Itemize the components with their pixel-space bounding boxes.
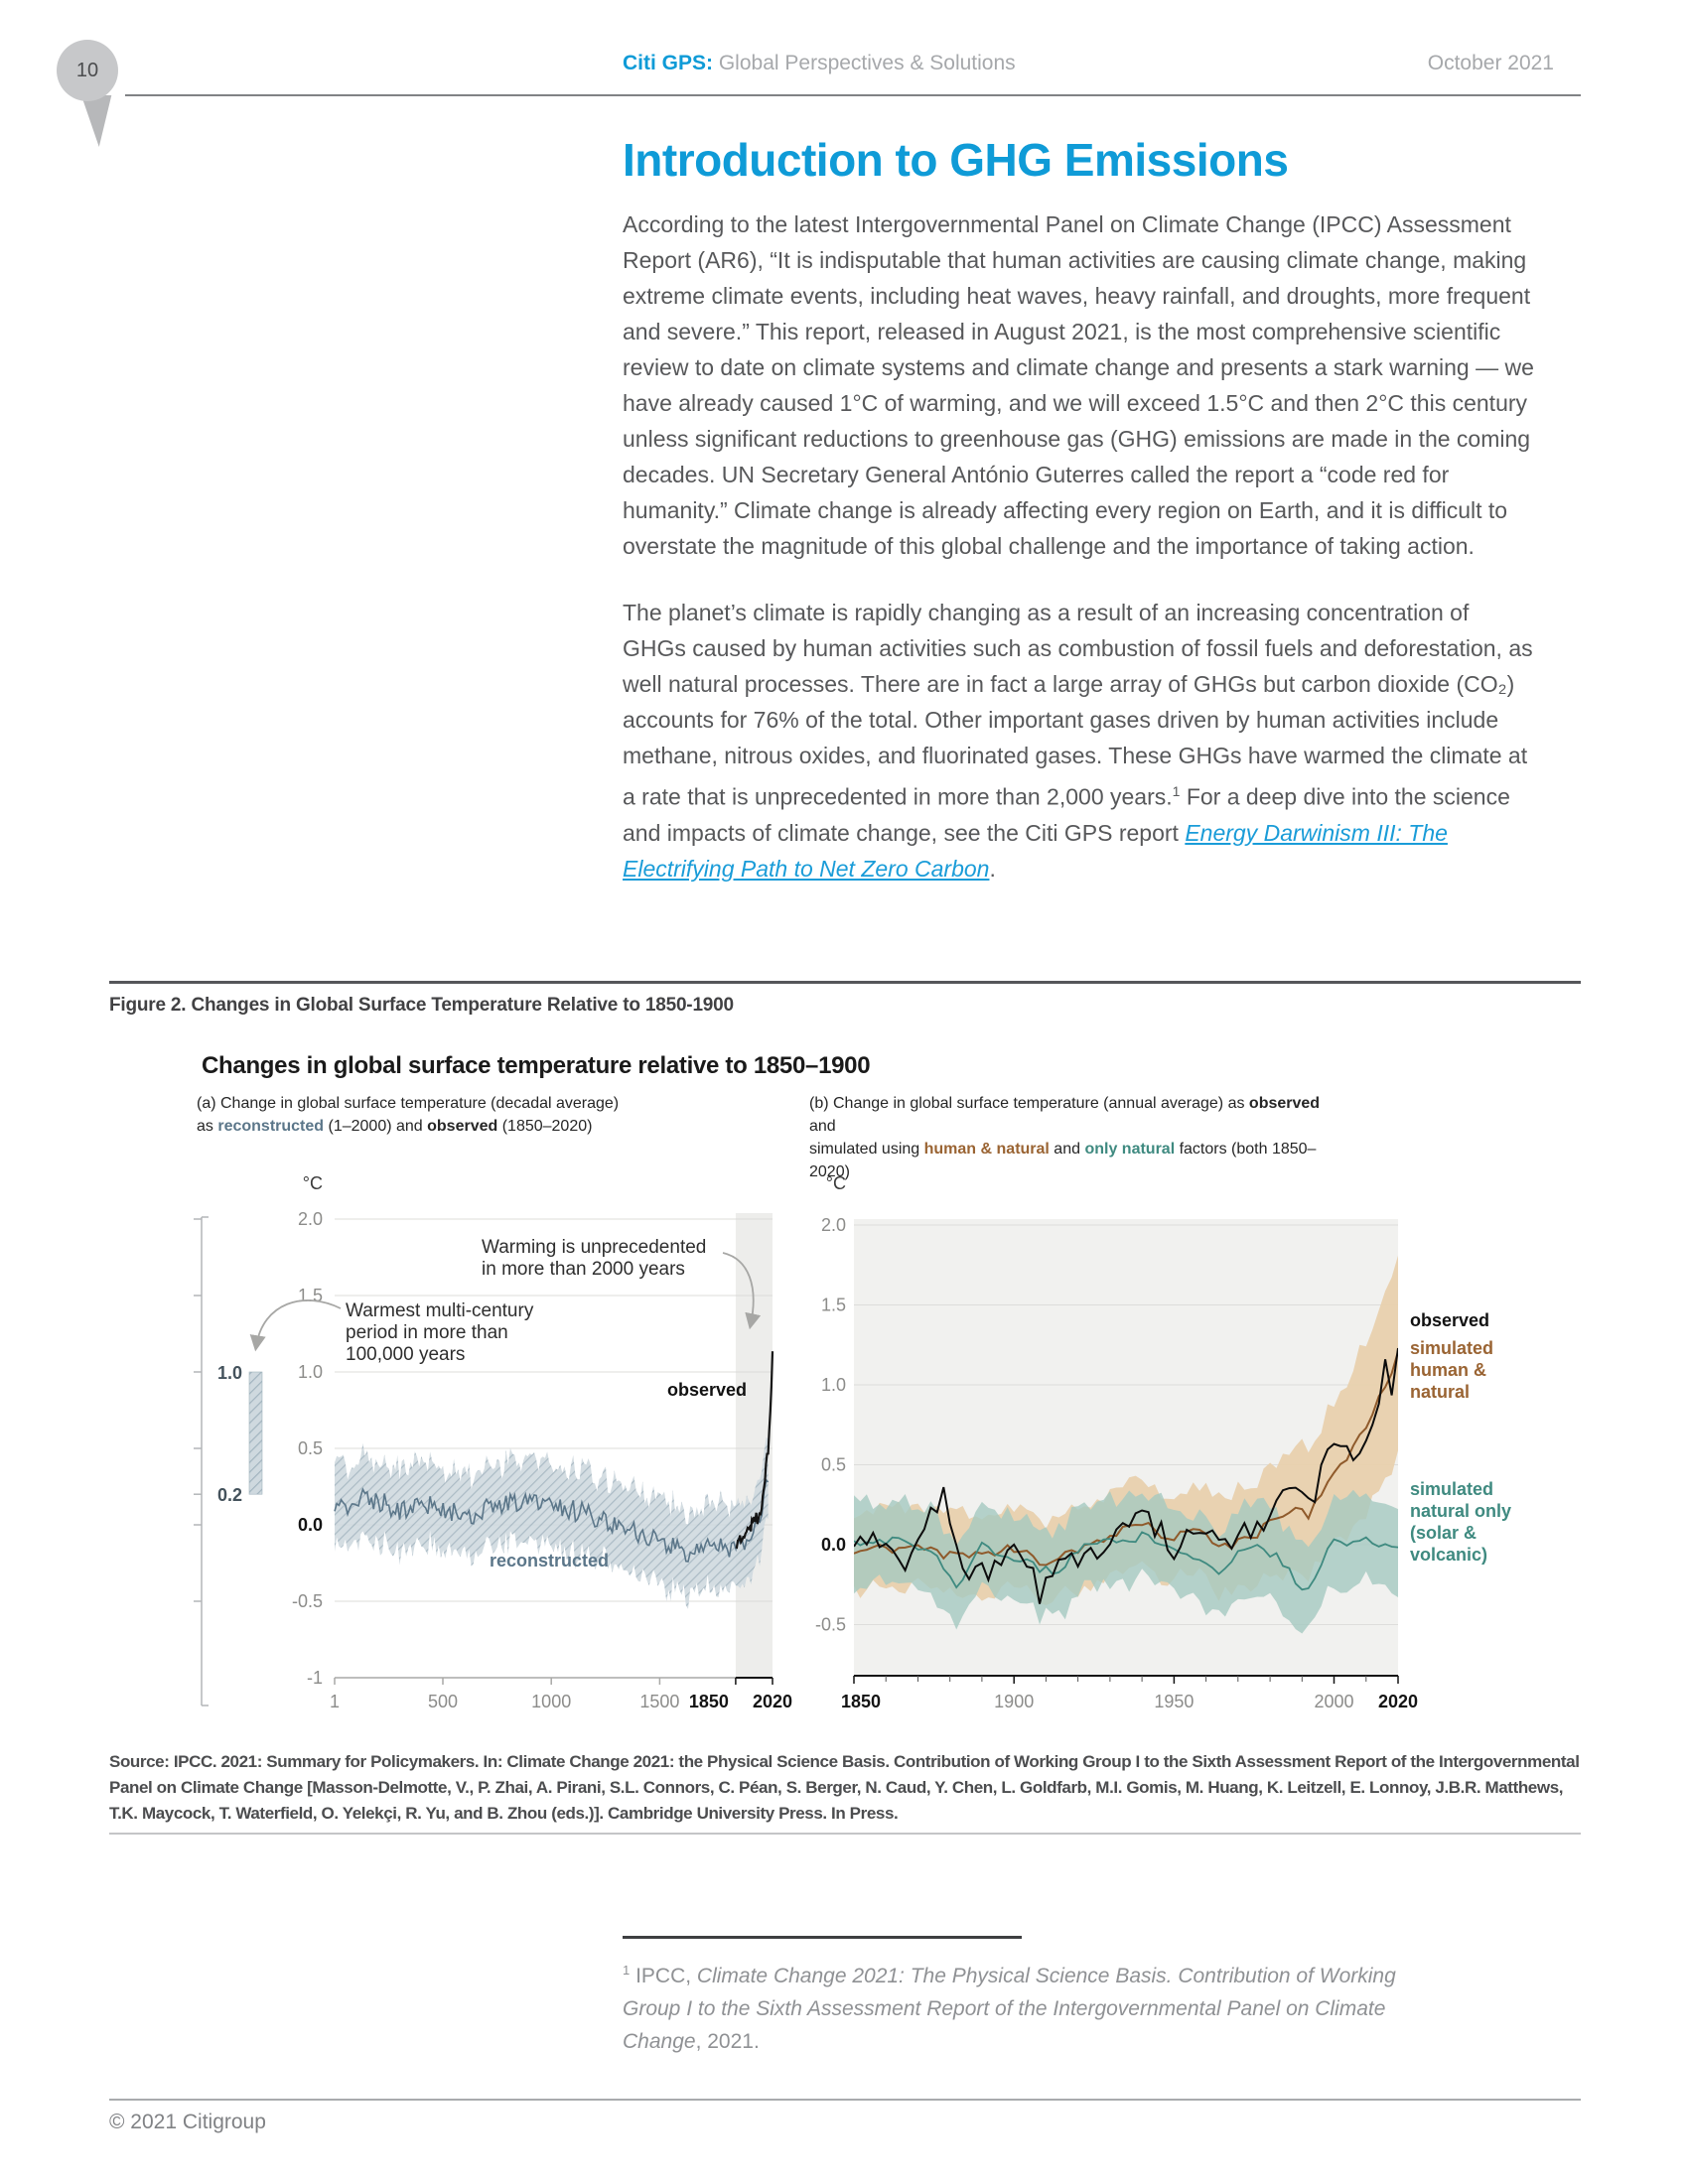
x-tick-label: 1850 bbox=[689, 1692, 729, 1711]
reconstructed-term: reconstructed bbox=[217, 1118, 325, 1135]
natural-only-label: natural only bbox=[1410, 1501, 1511, 1521]
human-natural-line bbox=[854, 1351, 1398, 1567]
x-tick-label: 1500 bbox=[639, 1692, 679, 1711]
y-tick-label: -0.5 bbox=[815, 1615, 846, 1635]
y-tick-label: 0.5 bbox=[821, 1455, 846, 1475]
paragraph-2: The planet’s climate is rapidly changing… bbox=[623, 595, 1537, 887]
x-tick-label: 2020 bbox=[753, 1692, 792, 1711]
natural-only-label: volcanic) bbox=[1410, 1545, 1487, 1565]
observed-line bbox=[854, 1347, 1398, 1604]
annotation-warmest-period: Warmest multi-century bbox=[346, 1300, 534, 1321]
human-natural-label: human & bbox=[1410, 1360, 1486, 1380]
footer-divider bbox=[109, 2099, 1581, 2101]
y-tick-label: 1.0 bbox=[821, 1375, 846, 1395]
y-tick-label: 0.0 bbox=[298, 1515, 323, 1535]
paragraph-2-text: For a deep dive into the science and imp… bbox=[623, 783, 1510, 846]
x-tick-label: 500 bbox=[428, 1692, 458, 1711]
brand-name: Citi GPS: bbox=[623, 52, 714, 74]
panel-a-subtitle: (a) Change in global surface temperature… bbox=[197, 1095, 620, 1135]
y-tick-label: 1.5 bbox=[298, 1286, 323, 1305]
page-number: 10 bbox=[75, 59, 99, 81]
y-axis-unit: °C bbox=[826, 1173, 846, 1193]
article: Introduction to GHG Emissions According … bbox=[623, 133, 1537, 917]
footnote-citation: Climate Change 2021: The Physical Scienc… bbox=[623, 1965, 1396, 2053]
annotation-warmest-period: period in more than bbox=[346, 1322, 508, 1343]
warmest-period-bar bbox=[248, 1371, 263, 1495]
observed-term: observed bbox=[1248, 1095, 1321, 1112]
header-divider bbox=[125, 94, 1581, 96]
side-bar-label: 1.0 bbox=[217, 1363, 242, 1383]
y-tick-label: -1 bbox=[307, 1668, 323, 1688]
observed-label: observed bbox=[667, 1380, 747, 1400]
y-tick-label: 0.0 bbox=[821, 1535, 846, 1555]
header-brand: Citi GPS: Global Perspectives & Solution… bbox=[623, 52, 1016, 75]
natural-only-label: simulated bbox=[1410, 1479, 1493, 1499]
y-tick-label: 1.0 bbox=[298, 1362, 323, 1382]
chart-main-title: Changes in global surface temperature re… bbox=[202, 1052, 871, 1079]
paragraph-2-text: The planet’s climate is rapidly changing… bbox=[623, 600, 1533, 810]
copyright: © 2021 Citigroup bbox=[109, 2111, 266, 2133]
brand-suffix: Global Perspectives & Solutions bbox=[713, 52, 1016, 74]
page-bubble-tail bbox=[80, 95, 112, 147]
annotation-warmest-period: 100,000 years bbox=[346, 1344, 465, 1365]
reconstructed-line bbox=[334, 1478, 770, 1563]
reconstructed-label: reconstructed bbox=[490, 1551, 609, 1570]
only-natural-term: only natural bbox=[1084, 1141, 1176, 1158]
footnote: 1 IPCC, Climate Change 2021: The Physica… bbox=[623, 1963, 1396, 2053]
footnote-reference: 1 bbox=[1172, 783, 1181, 799]
reconstructed-uncertainty-band bbox=[335, 1437, 769, 1609]
figure-source: Source: IPCC. 2021: Summary for Policyma… bbox=[109, 1752, 1580, 1823]
y-tick-label: -0.5 bbox=[292, 1591, 323, 1611]
natural-only-label: (solar & bbox=[1410, 1523, 1477, 1543]
x-tick-label: 1900 bbox=[994, 1692, 1034, 1711]
x-tick-label: 1850 bbox=[841, 1692, 881, 1711]
x-tick-label: 1950 bbox=[1154, 1692, 1194, 1711]
figure-bottom-divider bbox=[109, 1833, 1581, 1835]
annotation-arrow bbox=[249, 1299, 342, 1352]
panel-a-subtitle-line1: (a) Change in global surface temperature… bbox=[197, 1095, 620, 1112]
y-tick-label: 2.0 bbox=[298, 1209, 323, 1229]
annotation-warming-unprecedented: Warming is unprecedented bbox=[482, 1237, 706, 1258]
paragraph-2-text: . bbox=[989, 855, 996, 882]
observed-line bbox=[735, 1351, 774, 1550]
footnote-rule bbox=[623, 1936, 1022, 1939]
page-number-badge: 10 bbox=[57, 40, 118, 101]
energy-darwinism-link[interactable]: Energy Darwinism III: The Electrifying P… bbox=[623, 819, 1448, 882]
figure-top-divider bbox=[109, 981, 1581, 984]
figure-caption: Figure 2. Changes in Global Surface Temp… bbox=[109, 995, 734, 1016]
side-bar-label: 0.2 bbox=[217, 1485, 242, 1505]
panel-b-subtitle: (b) Change in global surface temperature… bbox=[809, 1095, 1321, 1180]
x-tick-label: 2000 bbox=[1314, 1692, 1353, 1711]
header-date: October 2021 bbox=[1427, 52, 1554, 74]
page-title: Introduction to GHG Emissions bbox=[623, 134, 1289, 186]
natural-only-line bbox=[854, 1531, 1398, 1591]
y-axis-unit: °C bbox=[303, 1173, 323, 1193]
y-tick-label: 0.5 bbox=[298, 1438, 323, 1458]
paragraph-1: According to the latest Intergovernmenta… bbox=[623, 211, 1534, 559]
human-natural-term: human & natural bbox=[923, 1141, 1050, 1158]
human-natural-label: natural bbox=[1410, 1382, 1470, 1402]
x-tick-label: 1 bbox=[330, 1692, 340, 1711]
annotation-warming-unprecedented: in more than 2000 years bbox=[482, 1259, 685, 1280]
observed-label: observed bbox=[1410, 1310, 1489, 1330]
observed-term: observed bbox=[427, 1118, 498, 1135]
chart-panel-a: 2.01.51.00.50.0-0.5-1°C1.00.21 500 1000 150… bbox=[194, 1173, 792, 1711]
chart-panel-b: 2.0 1.5 1.0 0.5 0.0 -0.5 °C 1850 1900 1950 2000 202… bbox=[815, 1173, 1511, 1711]
x-tick-label: 2020 bbox=[1378, 1692, 1418, 1711]
footnote-marker: 1 bbox=[623, 1963, 631, 1978]
y-tick-label: 1.5 bbox=[821, 1296, 846, 1315]
x-tick-label: 1000 bbox=[531, 1692, 571, 1711]
annotation-arrow bbox=[722, 1252, 762, 1330]
y-tick-label: 2.0 bbox=[821, 1215, 846, 1235]
human-natural-label: simulated bbox=[1410, 1338, 1493, 1358]
